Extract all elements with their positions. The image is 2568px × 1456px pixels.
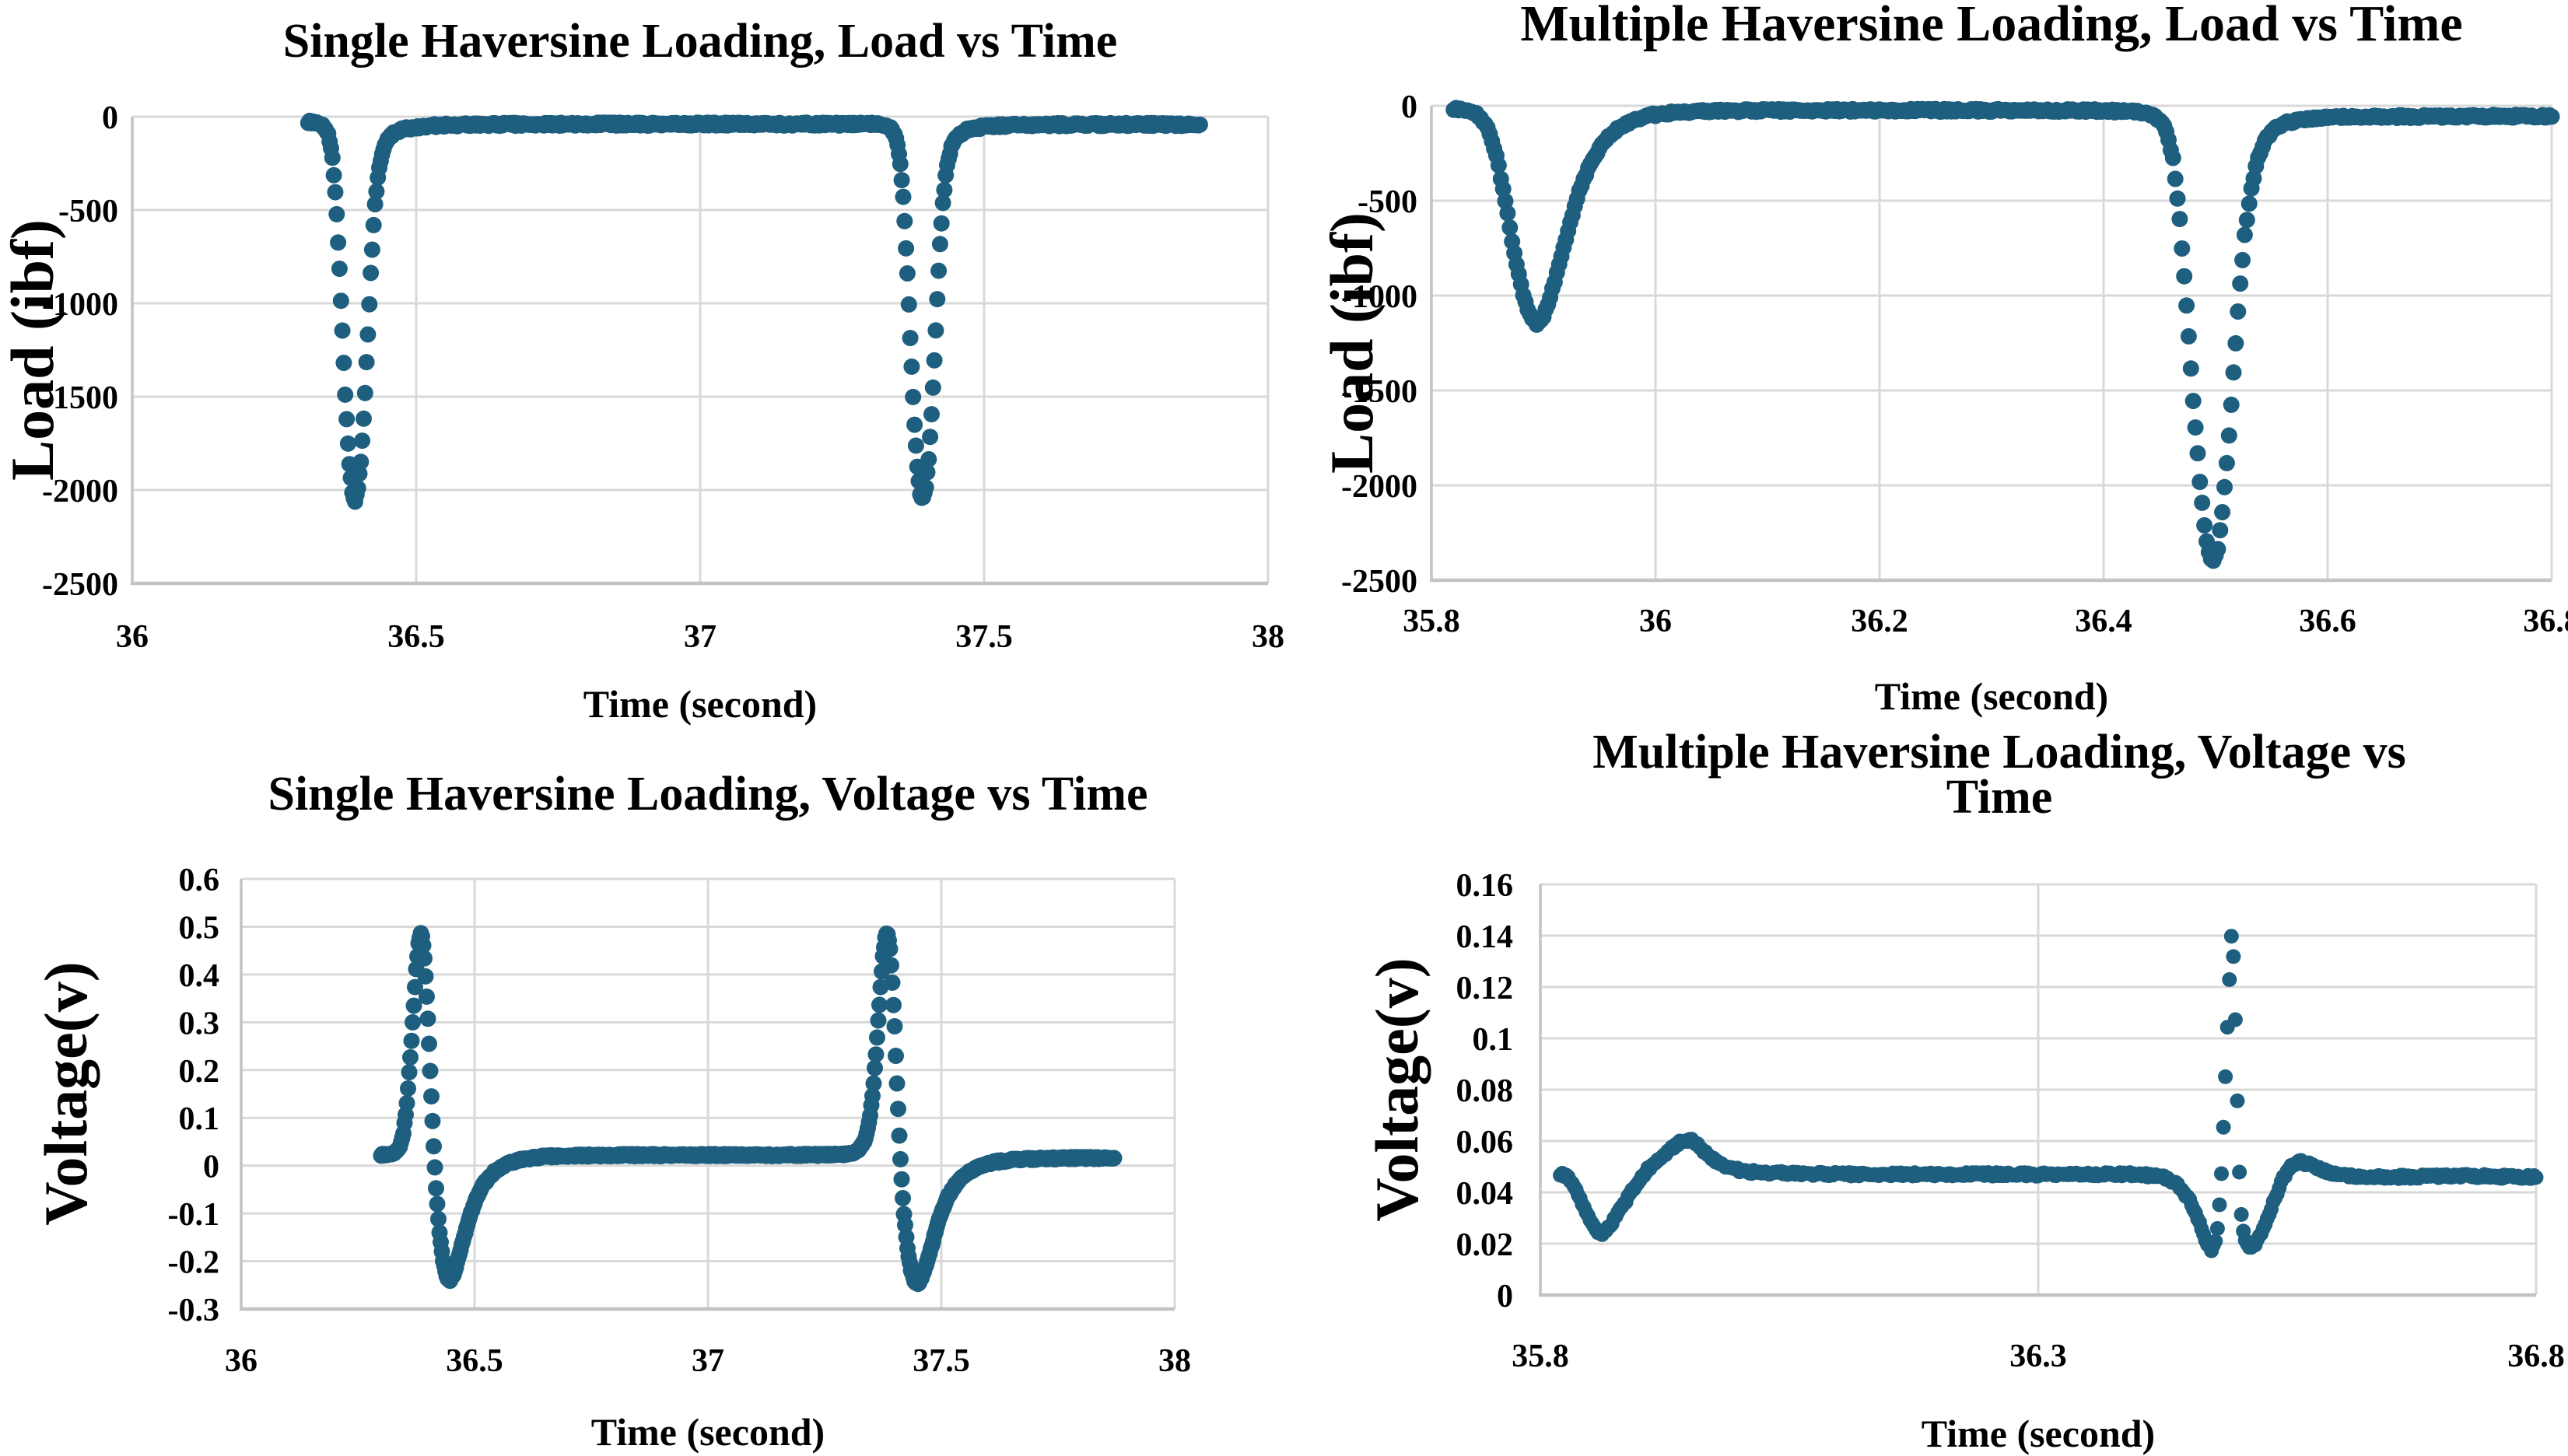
tick-label: 36	[225, 1343, 258, 1379]
single-load-data-points	[300, 112, 1208, 510]
y-axis-title-multi-load: Load (ibf)	[1318, 212, 1386, 474]
tick-label: 36.3	[2009, 1339, 2067, 1374]
tick-label: 0	[102, 100, 118, 136]
chart-title-multi-load: Multiple Haversine Loading, Load vs Time	[1520, 0, 2463, 52]
tick-label: 36.6	[2299, 604, 2356, 639]
tick-label: 37	[692, 1343, 724, 1379]
tick-label: -500	[1358, 184, 1417, 220]
tick-label: 0.12	[1456, 971, 1514, 1006]
tick-label: -0.2	[168, 1245, 220, 1281]
tick-label: -2500	[1341, 564, 1417, 600]
tick-label: -0.1	[168, 1197, 220, 1233]
multi-voltage-data-points	[1553, 929, 2544, 1258]
tick-label: 36	[116, 619, 149, 655]
tick-label: -1000	[42, 287, 118, 323]
tick-label: 38	[1158, 1343, 1191, 1379]
tick-label: 0.08	[1456, 1073, 1514, 1109]
tick-label: -2000	[42, 474, 118, 509]
tick-label: 0	[203, 1150, 219, 1185]
x-axis-title-multi-load: Time (second)	[1874, 674, 2109, 718]
single-voltage-data-points	[373, 925, 1123, 1293]
tick-label: 0.5	[179, 910, 220, 946]
tick-label: 0.14	[1456, 919, 1514, 955]
tick-label: -500	[58, 194, 118, 229]
single-voltage-tick-labels: 0.6 0.5 0.4 0.3 0.2 0.1 0 -0.1 -0.2 -0.336 36.5 37 3…	[168, 863, 1192, 1379]
tick-label: 0.3	[179, 1006, 220, 1041]
tick-label: 36.8	[2507, 1339, 2565, 1374]
x-axis-title-single-load: Time (second)	[583, 682, 818, 726]
y-axis-title-multi-voltage: Voltage(v)	[1363, 957, 1431, 1222]
tick-label: 38	[1252, 619, 1284, 655]
multi-voltage-tick-labels: 0.16 0.14 0.12 0.1 0.08 0.06 0.04 0.02 0 35.8 36.3…	[1456, 868, 2565, 1374]
tick-label: 0	[1401, 89, 1417, 125]
single-load-tick-labels: 0 -500 -1000 -1500 -2000 -2500 36 36.5 37 37.5 38	[42, 100, 1284, 655]
tick-label: 36.5	[446, 1343, 503, 1379]
tick-label: 0.16	[1456, 868, 1514, 904]
tick-label: 37.5	[913, 1343, 970, 1379]
tick-label: 0.1	[1473, 1022, 1514, 1058]
chart-title-multi-voltage: Multiple Haversine Loading, Voltage vs T…	[1592, 726, 2406, 824]
tick-label: -1500	[42, 380, 118, 416]
tick-label: 0	[1497, 1279, 1513, 1314]
tick-label: 0.1	[179, 1101, 220, 1137]
y-axis-title-single-voltage: Voltage(v)	[32, 961, 100, 1226]
tick-label: -0.3	[168, 1293, 220, 1328]
tick-label: -1500	[1341, 374, 1417, 410]
y-axis-title-single-load: Load (ibf)	[0, 219, 66, 481]
tick-label: 35.8	[1403, 604, 1460, 639]
tick-label: 0.02	[1456, 1227, 1514, 1263]
tick-label: 36.8	[2523, 604, 2568, 639]
chart-title-single-voltage: Single Haversine Loading, Voltage vs Tim…	[268, 768, 1148, 821]
tick-label: 36.5	[387, 619, 445, 655]
single-load-gridlines	[131, 115, 1270, 586]
tick-label: 0.06	[1456, 1125, 1514, 1160]
chart-title-single-load: Single Haversine Loading, Load vs Time	[282, 15, 1118, 68]
x-axis-title-multi-voltage: Time (second)	[1921, 1412, 2156, 1455]
multi-voltage-gridlines	[1539, 883, 2538, 1297]
x-axis-title-single-voltage: Time (second)	[590, 1410, 825, 1454]
tick-label: 36	[1639, 604, 1672, 639]
single-voltage-gridlines	[240, 877, 1176, 1311]
tick-label: 37.5	[955, 619, 1013, 655]
tick-label: 35.8	[1512, 1339, 1569, 1374]
tick-label: 0.2	[179, 1054, 220, 1090]
tick-label: 37	[684, 619, 716, 655]
tick-label: -1000	[1341, 279, 1417, 315]
tick-label: 0.4	[179, 958, 220, 994]
multi-load-tick-labels: 0 -500 -1000 -1500 -2000 -2500 35.8 36 36.2 36.4 3…	[1341, 89, 2568, 639]
tick-label: 0.04	[1456, 1176, 1514, 1212]
tick-label: 36.4	[2075, 604, 2132, 639]
tick-label: -2000	[1341, 469, 1417, 505]
tick-label: 0.6	[179, 863, 220, 898]
tick-label: 36.2	[1851, 604, 1908, 639]
multi-load-data-points	[1445, 100, 2560, 569]
tick-label: -2500	[42, 567, 118, 603]
multi-load-gridlines	[1430, 104, 2553, 583]
